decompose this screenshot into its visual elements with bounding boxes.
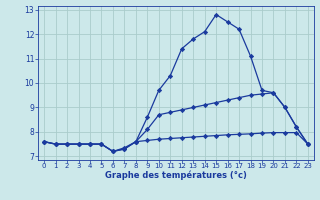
- X-axis label: Graphe des températures (°c): Graphe des températures (°c): [105, 170, 247, 180]
